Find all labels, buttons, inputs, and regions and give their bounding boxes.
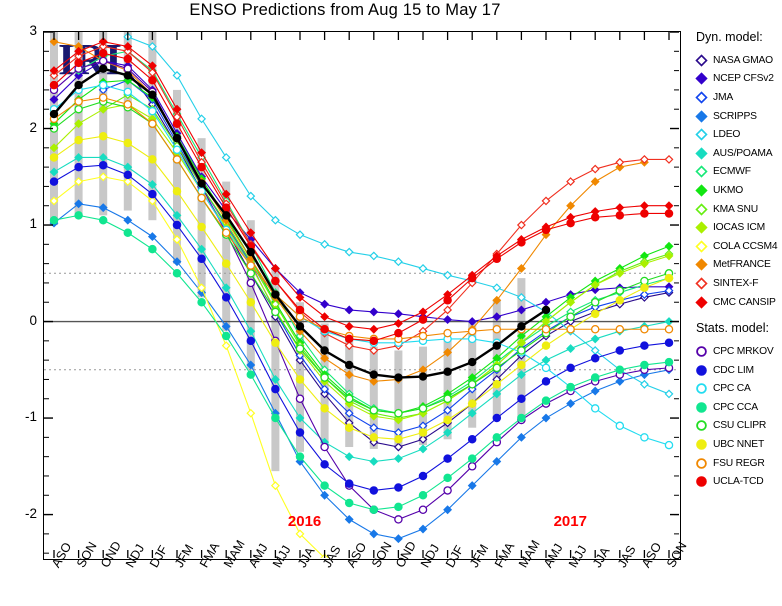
legend-item-label: NASA GMAO [713,54,773,66]
circle-open-icon [694,456,709,471]
diamond-open-icon [694,90,709,105]
legend-item-ucla-tcd[interactable]: UCLA-TCD [694,472,782,491]
legend-item-aus-poama[interactable]: AUS/POAMA [694,144,782,163]
legend-item-iocas-icm[interactable]: IOCAS ICM [694,218,782,237]
diamond-open-icon [694,276,709,291]
legend-item-kma-snu[interactable]: KMA SNU [694,200,782,219]
circle-filled-icon [694,474,709,489]
legend-item-cola-ccsm4[interactable]: COLA CCSM4 [694,237,782,256]
page-title: ENSO Predictions from Aug 15 to May 17 [189,1,501,19]
legend-item-cpc-mrkov[interactable]: CPC MRKOV [694,342,782,361]
legend-item-label: JMA [713,91,733,103]
legend-item-scripps[interactable]: SCRIPPS [694,107,782,126]
legend-item-label: UKMO [713,184,744,196]
diamond-open-icon [694,53,709,68]
legend-item-label: UCLA-TCD [713,476,764,488]
legend-item-label: SINTEX-F [713,277,759,289]
legend-item-csu-clipr[interactable]: CSU CLIPR [694,417,782,436]
legend-item-sintex-f[interactable]: SINTEX-F [694,274,782,293]
legend-item-label: CPC CCA [713,401,758,413]
legend-item-label: CDC LIM [713,364,754,376]
year-label: 2016 [287,513,322,530]
circle-filled-icon [694,363,709,378]
legend-dyn-header: Dyn. model: [696,30,763,44]
legend-item-ecmwf[interactable]: ECMWF [694,163,782,182]
legend-stats-list: CPC MRKOV CDC LIM CPC CA CPC CCA CSU CLIPR UB… [694,342,782,491]
circle-filled-icon [694,400,709,415]
legend-item-label: FSU REGR [713,457,765,469]
legend-item-label: KMA SNU [713,203,758,215]
legend-item-label: CMC CANSIP [713,296,776,308]
diamond-filled-icon [694,146,709,161]
legend-item-cpc-ca[interactable]: CPC CA [694,380,782,399]
diamond-open-icon [694,239,709,254]
diamond-filled-icon [694,295,709,310]
legend-item-label: AUS/POAMA [713,147,773,159]
legend-item-label: SCRIPPS [713,110,757,122]
diamond-open-icon [694,202,709,217]
legend-item-label: CSU CLIPR [713,420,767,432]
diamond-filled-icon [694,257,709,272]
plot-area [43,31,681,560]
legend-item-label: ECMWF [713,166,751,178]
y-tick-label: -2 [24,505,37,521]
legend-dyn-list: NASA GMAO NCEP CFSv2 JMA SCRIPPS LDEO AUS/POA… [694,51,782,311]
legend-item-label: NCEP CFSv2 [713,73,774,85]
legend-stats-header: Stats. model: [696,321,769,336]
legend-item-ldeo[interactable]: LDEO [694,125,782,144]
diamond-filled-icon [694,220,709,235]
diamond-open-icon [694,164,709,179]
legend-item-label: COLA CCSM4 [713,240,778,252]
legend-item-cdc-lim[interactable]: CDC LIM [694,361,782,380]
legend-item-label: MetFRANCE [713,259,771,271]
circle-open-icon [694,344,709,359]
legend-item-label: UBC NNET [713,439,765,451]
diamond-filled-icon [694,109,709,124]
legend-item-cmc-cansip[interactable]: CMC CANSIP [694,293,782,312]
legend-item-label: CPC CA [713,383,751,395]
y-tick-label: 3 [29,23,37,38]
y-tick-label: 1 [29,216,37,232]
circle-open-icon [694,381,709,396]
diamond-filled-icon [694,183,709,198]
circle-filled-icon [694,437,709,452]
legend-item-fsu-regr[interactable]: FSU REGR [694,454,782,473]
legend-item-metfrance[interactable]: MetFRANCE [694,256,782,275]
diamond-open-icon [694,127,709,142]
legend-item-ukmo[interactable]: UKMO [694,181,782,200]
year-label: 2017 [553,513,587,530]
legend-item-cpc-cca[interactable]: CPC CCA [694,398,782,417]
y-tick-label: 0 [29,312,37,328]
legend-item-label: IOCAS ICM [713,222,765,234]
diamond-filled-icon [694,71,709,86]
circle-open-icon [694,418,709,433]
legend-item-ubc-nnet[interactable]: UBC NNET [694,435,782,454]
y-tick-label: -1 [24,409,37,425]
legend: Dyn. model: NASA GMAO NCEP CFSv2 JMA SCRIPP… [694,30,782,491]
legend-item-jma[interactable]: JMA [694,88,782,107]
legend-item-ncep-cfsv2[interactable]: NCEP CFSv2 [694,70,782,89]
legend-item-label: CPC MRKOV [713,346,774,358]
y-tick-label: 2 [29,119,37,135]
legend-item-label: LDEO [713,129,741,141]
legend-item-nasa-gmao[interactable]: NASA GMAO [694,51,782,70]
plume-chart [44,32,679,558]
